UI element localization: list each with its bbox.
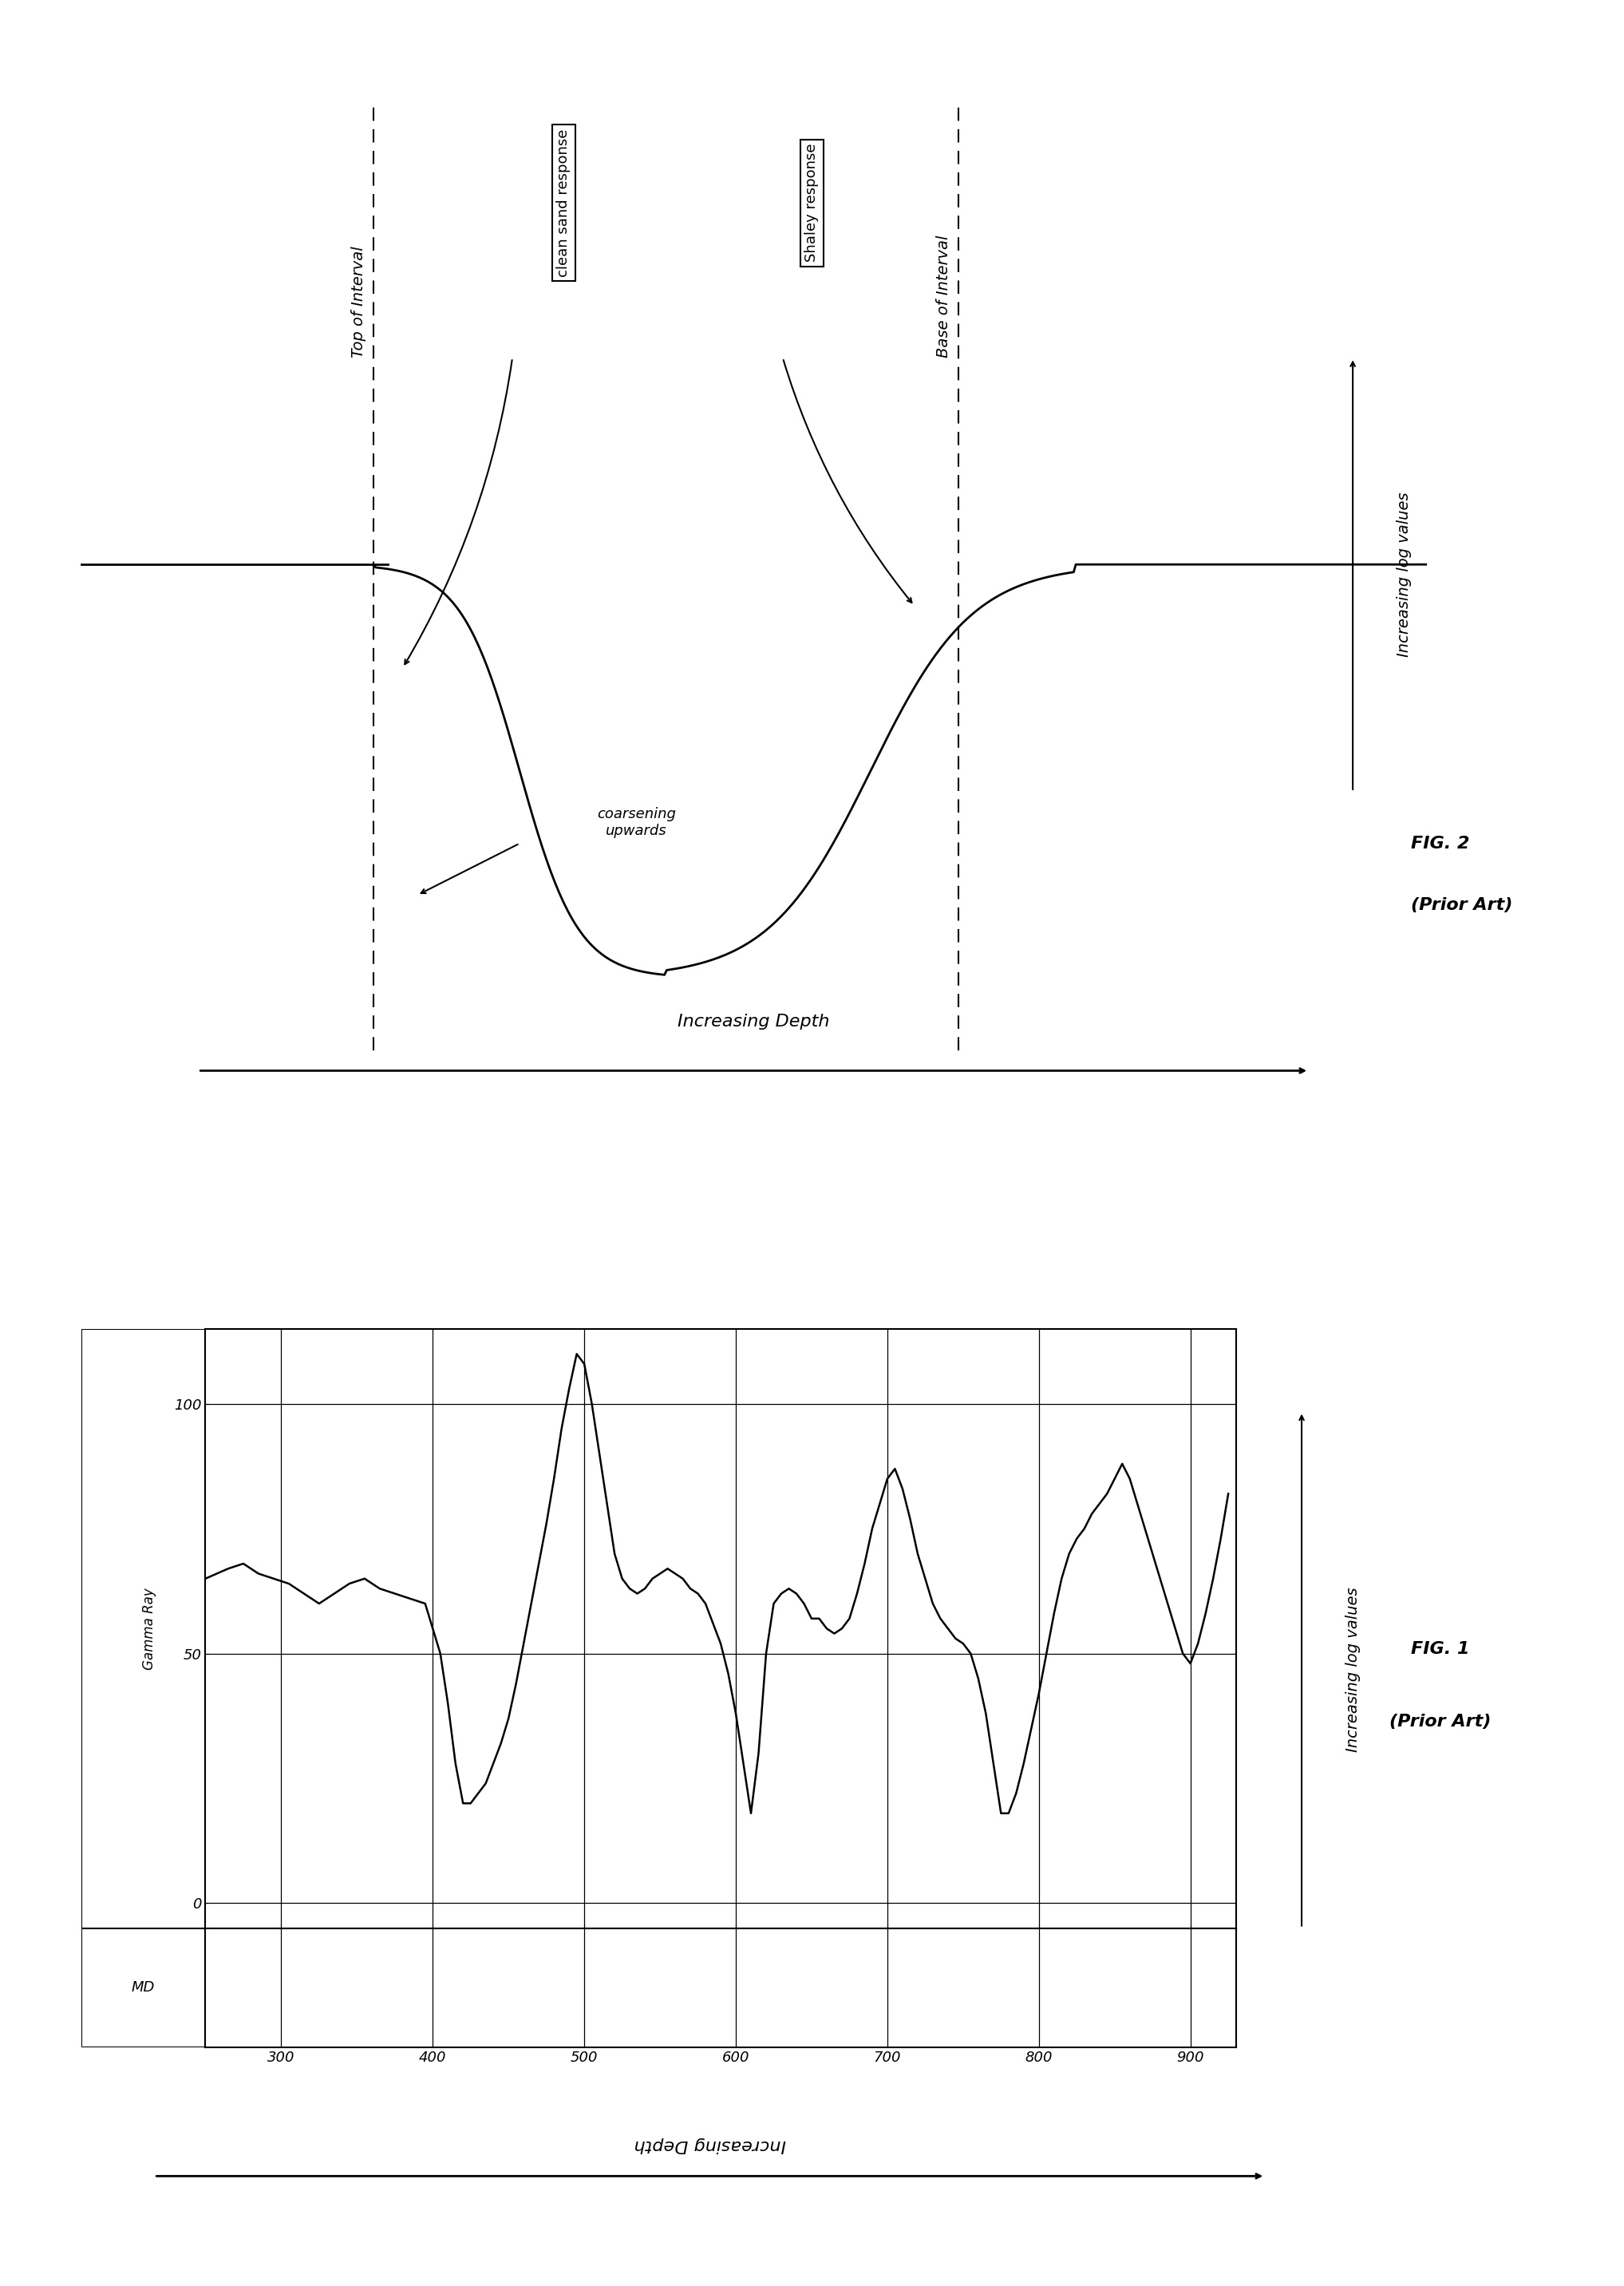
Text: coarsening
upwards: coarsening upwards <box>598 807 676 839</box>
Text: Base of Interval: Base of Interval <box>935 235 952 359</box>
Text: FIG. 1: FIG. 1 <box>1411 1641 1470 1657</box>
Text: Increasing log values: Increasing log values <box>1397 491 1411 658</box>
Text: Increasing log values: Increasing log values <box>1345 1586 1361 1753</box>
Text: Shaley response: Shaley response <box>806 144 818 263</box>
Text: FIG. 2: FIG. 2 <box>1411 834 1470 850</box>
Text: clean sand response: clean sand response <box>557 128 570 277</box>
Text: Increasing Depth: Increasing Depth <box>633 2137 786 2153</box>
Text: Increasing Depth: Increasing Depth <box>677 1013 830 1029</box>
Text: (Prior Art): (Prior Art) <box>1411 898 1514 914</box>
Text: Top of Interval: Top of Interval <box>351 247 367 359</box>
Text: (Prior Art): (Prior Art) <box>1390 1714 1491 1731</box>
